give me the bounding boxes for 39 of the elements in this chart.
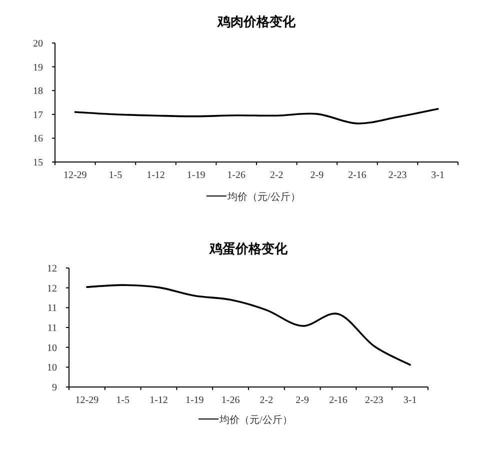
line-series: [74, 108, 439, 124]
legend-label: 均价（元/公斤）: [226, 191, 300, 203]
legend-label: 均价（元/公斤）: [218, 414, 292, 426]
x-tick-label: 2-9: [310, 170, 324, 181]
y-tick-label: 10: [47, 342, 57, 354]
x-tick-label: 2-9: [296, 395, 310, 406]
line-series: [86, 284, 411, 366]
y-tick-label: 16: [33, 134, 43, 145]
y-tick-label: 20: [33, 38, 43, 50]
y-tick-label: 12: [47, 283, 57, 294]
x-tick-label: 1-26: [227, 170, 246, 181]
x-tick-label: 1-5: [116, 395, 130, 406]
y-tick-label: 9: [52, 382, 57, 394]
x-tick-label: 3-1: [431, 170, 445, 181]
y-tick-label: 18: [33, 86, 43, 98]
y-tick-label: 17: [33, 110, 43, 121]
x-tick-label: 1-26: [221, 395, 240, 406]
y-tick-label: 12: [47, 264, 57, 274]
x-tick-label: 2-2: [270, 170, 284, 181]
x-tick-label: 1-19: [185, 395, 204, 406]
x-tick-label: 1-12: [150, 395, 168, 406]
x-tick-label: 2-23: [364, 395, 384, 406]
x-tick-label: 2-23: [388, 170, 407, 181]
x-tick-label: 12-29: [75, 395, 99, 406]
x-tick-label: 12-29: [63, 170, 87, 181]
x-tick-label: 2-16: [329, 395, 348, 406]
y-tick-label: 10: [47, 362, 57, 374]
y-tick-label: 15: [33, 158, 43, 168]
x-tick-label: 2-2: [260, 395, 274, 406]
y-tick-label: 19: [33, 62, 43, 74]
chart-title: 鸡蛋价格变化: [208, 241, 288, 256]
y-tick-label: 11: [47, 323, 57, 334]
y-tick-label: 11: [47, 303, 57, 314]
x-tick-label: 1-5: [108, 170, 122, 181]
chart-title: 鸡肉价格变化: [216, 14, 296, 29]
x-tick-label: 1-12: [146, 170, 165, 181]
x-tick-label: 3-1: [403, 395, 417, 406]
x-tick-label: 1-19: [186, 170, 206, 181]
x-tick-label: 2-16: [348, 170, 366, 181]
